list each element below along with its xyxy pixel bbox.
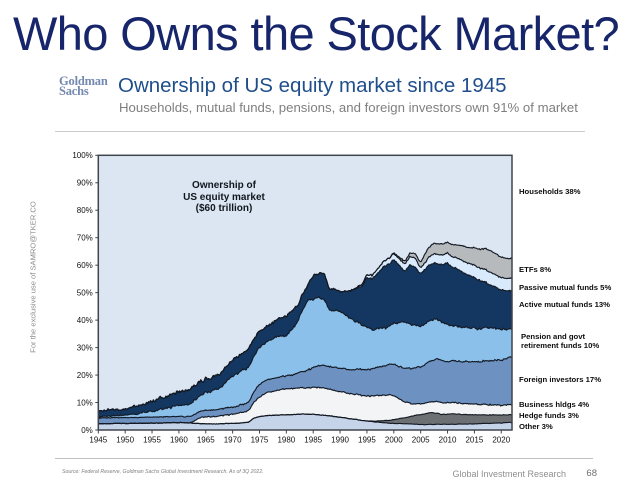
source-note: Source: Federal Reserve, Goldman Sachs G… <box>62 469 264 475</box>
area-other <box>98 413 513 430</box>
x-tick-label: 1945 <box>89 436 107 445</box>
x-tick-label: 2015 <box>465 436 483 445</box>
series-label-active-mutual-funds: Active mutual funds 13% <box>519 300 610 310</box>
outline-etfs <box>98 241 513 412</box>
x-tick-label: 1990 <box>331 436 349 445</box>
y-tick-label: 50% <box>77 288 93 297</box>
x-tick-label: 1965 <box>197 436 215 445</box>
x-tick-label: 1970 <box>224 436 242 445</box>
y-tick-label: 40% <box>77 316 93 325</box>
area-business-holdings <box>98 387 513 425</box>
y-tick-label: 100% <box>72 151 92 160</box>
series-label-etfs: ETFs 8% <box>519 265 552 275</box>
chart-heading: Ownership of US equity market since 1945 <box>118 74 507 97</box>
x-tick-label: 2000 <box>385 436 403 445</box>
goldman-sachs-logo: Goldman Sachs <box>59 73 108 98</box>
x-tick-label: 1960 <box>170 436 188 445</box>
x-tick-label: 1950 <box>116 436 134 445</box>
area-passive-mutual-funds <box>98 252 513 412</box>
outline-foreign-investors <box>98 356 513 419</box>
page-number: 68 <box>586 468 597 479</box>
area-pension-govt-retirement <box>98 296 513 419</box>
y-tick-label: 90% <box>77 179 93 188</box>
series-label-foreign-investors: Foreign investors 17% <box>519 375 602 385</box>
footer-divider <box>55 458 593 459</box>
outline-pension-govt-retirement <box>98 296 513 418</box>
series-label-pension-govt-retirement: Pension and govt retirement funds 10% <box>521 332 600 350</box>
x-tick-label: 1980 <box>277 436 295 445</box>
series-label-passive-mutual-funds: Passive mutual funds 5% <box>519 283 612 293</box>
annotation-line-1: Ownership of <box>192 180 256 191</box>
area-active-mutual-funds <box>98 259 513 418</box>
annotation-line-2: US equity market <box>183 191 265 203</box>
area-foreign-investors <box>98 356 513 424</box>
outline-business-holdings <box>98 386 513 425</box>
x-tick-label: 2020 <box>492 436 510 445</box>
annotation-line-3: ($60 trillion) <box>195 203 253 214</box>
x-tick-label: 2010 <box>439 436 457 445</box>
x-tick-label: 1985 <box>304 436 322 445</box>
footer-department-label: Global Investment Research <box>452 469 566 479</box>
y-tick-label: 70% <box>77 234 93 243</box>
y-tick-label: 10% <box>77 398 93 407</box>
series-label-business-holdings: Business hldgs 4% <box>519 400 590 410</box>
logo-line-goldman: Goldman <box>59 73 108 88</box>
y-tick-label: 80% <box>77 206 93 215</box>
x-tick-label: 1995 <box>358 436 376 445</box>
y-tick-label: 0% <box>81 426 93 435</box>
chart-annotation: Ownership of US equity market ($60 trill… <box>154 180 294 215</box>
area-hedge-funds <box>98 412 513 425</box>
y-tick-label: 20% <box>77 371 93 380</box>
y-tick-label: 60% <box>77 261 93 270</box>
x-tick-label: 2005 <box>412 436 430 445</box>
x-tick-label: 1955 <box>143 436 161 445</box>
series-label-hedge-funds: Hedge funds 3% <box>519 410 579 420</box>
header-divider <box>55 131 585 132</box>
slide-title: Who Owns the Stock Market? <box>13 7 620 60</box>
y-tick-label: 30% <box>77 343 93 352</box>
area-etfs <box>98 241 513 412</box>
series-label-households: Households 38% <box>519 186 581 196</box>
series-label-other: Other 3% <box>519 422 553 432</box>
chart-subheading: Households, mutual funds, pensions, and … <box>119 100 578 115</box>
x-tick-label: 1975 <box>251 436 269 445</box>
logo-line-sachs: Sachs <box>59 84 89 98</box>
